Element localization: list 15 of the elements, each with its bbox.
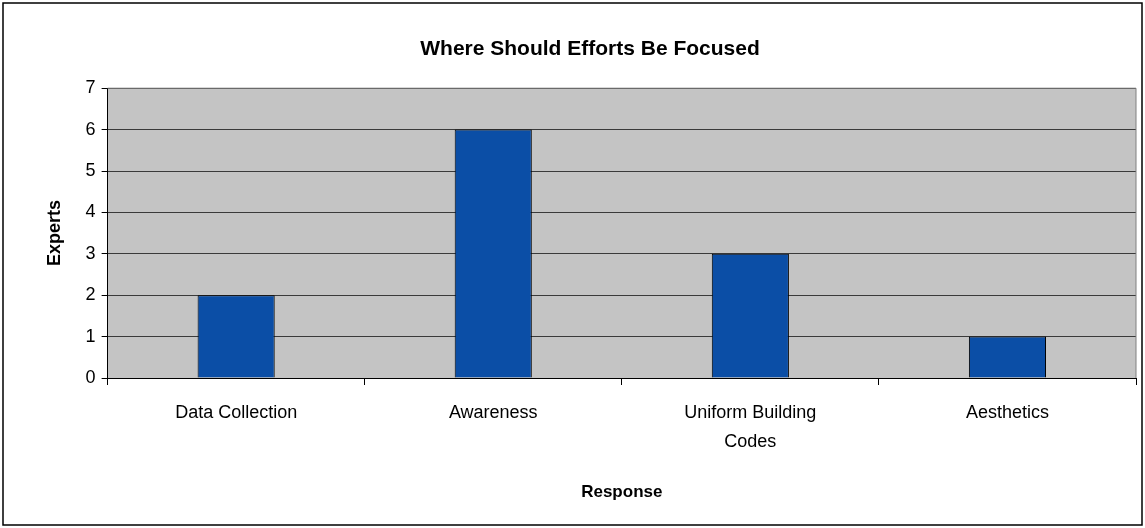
x-tick-label: Awareness (448, 402, 538, 423)
y-tick-label: 4 (85, 201, 96, 222)
x-tick-label: Uniform Building Codes (684, 402, 817, 452)
y-tick-label: 3 (85, 242, 96, 263)
y-tick-label: 5 (85, 159, 96, 180)
y-tick-label: 6 (85, 118, 96, 139)
x-axis-title: Response (581, 482, 663, 502)
chart-title: Where Should Efforts Be Focused (420, 36, 760, 60)
y-axis-title: Experts (43, 200, 64, 267)
y-tick-label: 1 (85, 325, 96, 346)
y-tick-label: 0 (85, 366, 96, 387)
y-tick-label: 7 (85, 77, 96, 98)
y-tick-label: 2 (85, 284, 96, 305)
x-tick-label: Aesthetics (965, 402, 1049, 423)
x-tick-label: Data Collection (175, 402, 298, 423)
